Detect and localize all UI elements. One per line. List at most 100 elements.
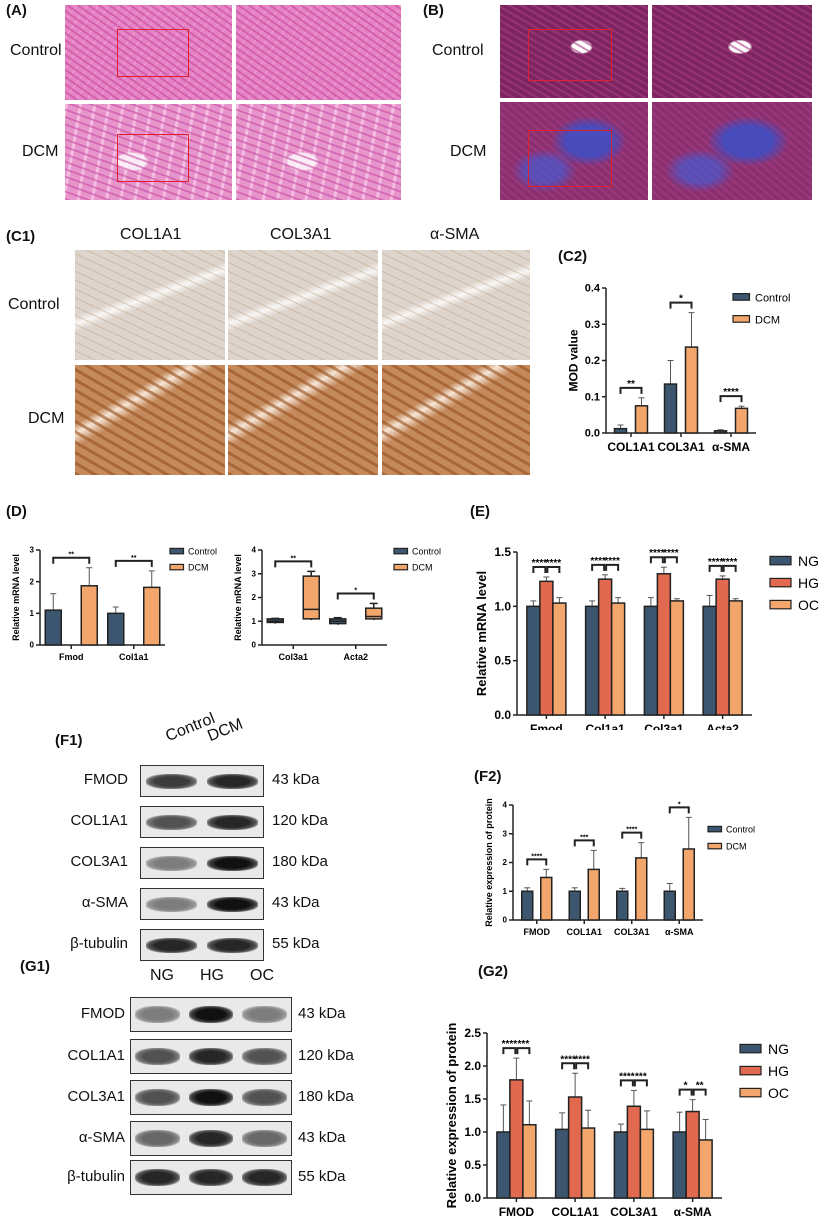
protein-band	[145, 773, 198, 789]
legend-swatch-ng	[739, 1043, 762, 1054]
y-tick-label: 2.5	[464, 1026, 481, 1040]
significance-label: ***	[580, 834, 588, 841]
bar-dcm	[143, 586, 161, 646]
chart-c2-mod: 0.0 0.1 0.2 0.3 0.4 MOD value COL1A1 ** COL3A1 * α…	[566, 283, 790, 454]
blot-strip	[130, 997, 292, 1032]
molecular-weight-label: 120 kDa	[298, 1046, 354, 1064]
chart-g2-protein: 0.0 0.5 1.0 1.5 2.0 2.5 Relative expression of…	[444, 1023, 789, 1219]
panel-b-label: (B)	[423, 2, 444, 19]
significance-bracket	[605, 563, 620, 571]
blot-strip	[130, 1121, 292, 1156]
significance-label: *	[678, 801, 681, 808]
bar-dcm	[734, 407, 749, 434]
protein-band	[241, 1006, 287, 1023]
y-tick-label: 2.0	[464, 1059, 481, 1073]
significance-bracket	[274, 560, 313, 568]
protein-band	[188, 1089, 234, 1106]
bar-control	[107, 612, 125, 646]
legend-label: HG	[798, 575, 819, 591]
x-tick-label: Col1a1	[585, 722, 625, 730]
significance-label: ***	[635, 1071, 647, 1082]
y-axis-label: MOD value	[566, 329, 580, 391]
significance-bracket	[546, 565, 561, 573]
significance-label: ****	[590, 556, 606, 567]
y-tick-label: 0.0	[494, 708, 511, 722]
protein-band	[241, 1089, 287, 1106]
bar-ng	[613, 1131, 629, 1199]
bar-control	[616, 890, 629, 921]
molecular-weight-label: 43 kDa	[272, 894, 320, 911]
significance-bracket	[516, 1047, 531, 1055]
bar-oc	[639, 1128, 655, 1199]
bar-oc	[669, 600, 685, 716]
chart-d1-mrna: 0 1 2 3 Relative mRNA level Fmod ** Col1a1 ** Con…	[11, 546, 217, 660]
x-tick-label: Fmod	[530, 722, 563, 730]
row-label-control: Control	[432, 42, 484, 59]
box-dcm	[302, 575, 320, 620]
bar-control	[568, 890, 581, 921]
bar-ng	[702, 605, 717, 716]
y-tick-label: 0.2	[585, 355, 600, 367]
bar-oc	[610, 602, 626, 716]
row-label-control: Control	[10, 42, 62, 59]
bar-control	[44, 609, 62, 646]
significance-label: ****	[708, 557, 724, 568]
legend-label: Control	[412, 547, 441, 557]
significance-label: ****	[663, 548, 679, 559]
significance-bracket	[619, 1079, 634, 1087]
significance-label: *	[354, 587, 357, 594]
y-tick-label: 3	[30, 546, 35, 555]
x-tick-label: COL1A1	[607, 440, 655, 454]
bar-dcm	[682, 848, 695, 921]
protein-band	[145, 855, 198, 871]
protein-band	[206, 814, 259, 830]
legend-swatch-hg	[739, 1065, 762, 1076]
protein-band	[206, 937, 259, 953]
legend-swatch-oc	[739, 1087, 762, 1098]
blot-strip	[130, 1160, 292, 1195]
column-label-asma: α-SMA	[430, 226, 480, 243]
bar-ng	[496, 1131, 511, 1199]
protein-band	[188, 1169, 234, 1186]
protein-label: COL3A1	[67, 1087, 125, 1105]
y-axis-label: Relative mRNA level	[233, 554, 243, 641]
bar-hg	[539, 580, 554, 716]
y-axis-label: Relative expression of protein	[484, 798, 494, 927]
x-tick-label: COL1A1	[551, 1205, 599, 1219]
molecular-weight-label: 43 kDa	[298, 1004, 346, 1022]
lane-header: NG	[150, 967, 174, 984]
bar-ng	[554, 1128, 570, 1199]
row-label-dcm: DCM	[450, 143, 487, 160]
protein-band	[241, 1169, 287, 1186]
bar-hg	[685, 1110, 700, 1199]
y-tick-label: 0.0	[464, 1191, 481, 1205]
bar-oc	[522, 1123, 537, 1199]
legend-swatch-hg	[769, 577, 792, 588]
row-label-dcm: DCM	[28, 410, 65, 427]
significance-label: ****	[604, 556, 620, 567]
legend-swatch-ng	[769, 555, 792, 566]
molecular-weight-label: 55 kDa	[272, 935, 320, 952]
legend-swatch-dcm	[393, 563, 409, 571]
ihc-col1a1-control-image	[75, 250, 225, 360]
significance-label: ****	[723, 387, 739, 398]
legend-label: Control	[726, 825, 755, 835]
panel-a-label: (A)	[6, 2, 27, 19]
he-dcm-image	[65, 104, 232, 200]
bar-ng	[643, 605, 659, 716]
y-tick-label: 0	[252, 641, 257, 650]
ihc-col3a1-dcm-image	[228, 365, 378, 475]
masson-dcm-zoom-image	[652, 102, 812, 200]
protein-band	[206, 896, 259, 912]
significance-bracket	[526, 858, 548, 866]
protein-band	[145, 937, 198, 953]
x-tick-label: Acta2	[343, 652, 368, 660]
y-tick-label: 1	[30, 609, 35, 618]
legend-swatch-control	[169, 547, 185, 555]
bar-hg	[509, 1079, 524, 1199]
column-label-col1a1: COL1A1	[120, 226, 182, 243]
bar-dcm	[635, 857, 648, 921]
x-tick-label: COL3A1	[614, 927, 650, 937]
bar-oc	[698, 1139, 713, 1199]
bar-dcm	[540, 876, 553, 921]
